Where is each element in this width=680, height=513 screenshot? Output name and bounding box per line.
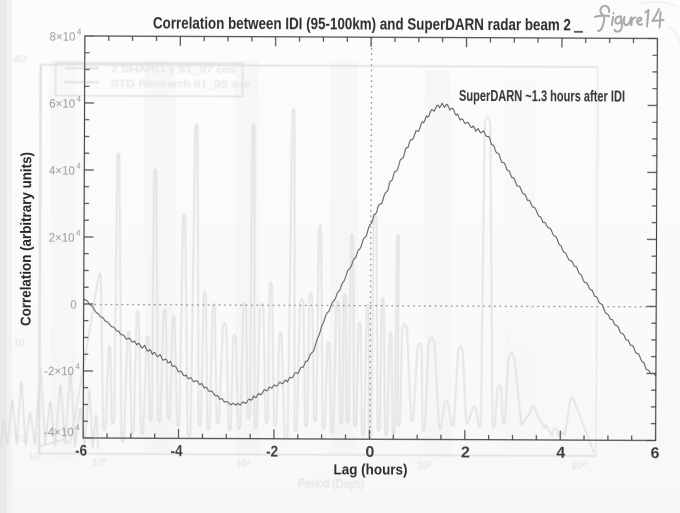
svg-text:-2×10: -2×10 [44,366,74,378]
svg-text:40: 40 [14,53,26,65]
svg-text:0: 0 [365,444,374,461]
svg-text:STD Research 91_95 ave: STD Research 91_95 ave [111,78,251,91]
svg-text:4: 4 [76,162,81,171]
svg-text:-2: -2 [266,444,278,461]
svg-text:SuperDARN ~1.3 hours after IDI: SuperDARN ~1.3 hours after IDI [459,88,625,106]
svg-text:10¹: 10¹ [236,458,251,469]
svg-text:4: 4 [77,28,82,37]
svg-text:2×10: 2×10 [49,233,75,245]
svg-text:0: 0 [70,300,76,312]
svg-text:10º: 10º [92,458,107,469]
svg-text:Correlation between IDI (95-10: Correlation between IDI (95-100km) and S… [153,14,571,35]
svg-text:10¹: 10¹ [28,452,43,463]
svg-text:10: 10 [16,433,26,443]
svg-text:-4: -4 [171,443,183,460]
svg-text:Correlation (arbitrary units): Correlation (arbitrary units) [19,152,36,326]
svg-text:2 SHARG y 91_97 cos: 2 SHARG y 91_97 cos [111,63,236,76]
svg-text:-4×10: -4×10 [44,427,74,439]
svg-text:8×10: 8×10 [49,32,75,44]
svg-text:10³: 10³ [571,461,586,472]
svg-text:-6: -6 [75,443,87,460]
svg-text:Lag (hours): Lag (hours) [333,462,407,478]
svg-text:6×10: 6×10 [49,99,75,111]
svg-text:4: 4 [76,229,81,238]
svg-text:10: 10 [14,338,26,349]
svg-text:4: 4 [75,362,80,371]
svg-text:4: 4 [556,445,565,462]
svg-text:4: 4 [75,423,80,432]
svg-text:2: 2 [461,444,470,461]
svg-text:10²: 10² [417,460,432,471]
svg-text:4×10: 4×10 [49,166,75,178]
svg-text:Period (Days): Period (Days) [298,477,364,491]
svg-text:4: 4 [77,95,82,104]
svg-text:6: 6 [651,445,660,462]
